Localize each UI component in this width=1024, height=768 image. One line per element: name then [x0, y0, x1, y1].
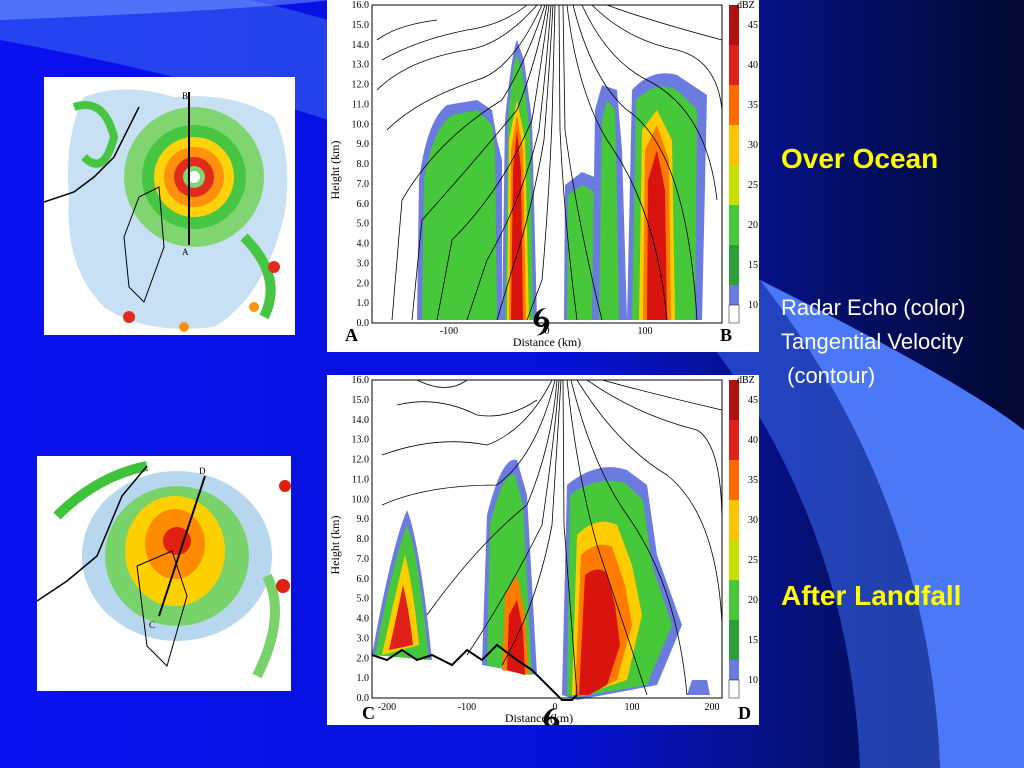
x-tick-bottom-2: 0 [553, 702, 558, 713]
y-tick-bottom-7: 9.0 [357, 514, 370, 525]
colorbar-bottom [728, 380, 740, 699]
map-marker-d: D [199, 466, 206, 476]
x-axis-title-bottom: Distance (km) [505, 711, 573, 725]
y-tick-top-13: 3.0 [357, 258, 370, 269]
y-tick-bottom-15: 1.0 [357, 673, 370, 684]
y-tick-top-1: 15.0 [352, 20, 370, 31]
y-tick-top-8: 8.0 [357, 159, 370, 170]
y-tick-top-0: 16.0 [352, 0, 370, 11]
y-ticks-top: 16.0 15.0 14.0 13.0 12.0 11.0 10.0 9.0 8.0 7.0 6.0… [352, 0, 370, 329]
y-tick-top-5: 11.0 [352, 99, 369, 110]
after-landfall-heading: After Landfall [781, 580, 962, 611]
colorbar-tick-bottom-5: 20 [748, 595, 758, 606]
section-endpoint-a: A [345, 325, 358, 345]
y-tick-top-14: 2.0 [357, 278, 370, 289]
map-marker-c: C [149, 620, 155, 630]
radar-map-image-top: B A [44, 77, 295, 335]
y-tick-bottom-5: 11.0 [352, 474, 369, 485]
y-tick-bottom-9: 7.0 [357, 554, 370, 565]
y-tick-bottom-0: 16.0 [352, 375, 370, 386]
section-endpoint-b: B [720, 325, 733, 345]
y-tick-bottom-3: 13.0 [352, 435, 370, 446]
terrain-line [371, 643, 578, 701]
colorbar-tick-top-1: 40 [748, 60, 758, 71]
section-endpoint-d: D [738, 703, 751, 723]
y-tick-top-11: 5.0 [357, 219, 370, 230]
y-tick-bottom-4: 12.0 [352, 455, 370, 466]
typhoon-symbol-bottom: 🌀︎ [542, 699, 561, 725]
radar-map-image-bottom: D C [37, 456, 291, 691]
colorbar-tick-top-7: 10 [748, 300, 758, 311]
colorbar-title-top: dBZ [737, 0, 755, 11]
x-tick-top-2: 100 [638, 326, 653, 337]
typhoon-symbol-top: 🌀︎ [532, 299, 551, 345]
y-tick-bottom-1: 15.0 [352, 395, 370, 406]
colorbar-tick-top-0: 45 [748, 20, 758, 31]
colorbar-tick-top-6: 15 [748, 260, 758, 271]
x-axis-title-top: Distance (km) [513, 335, 581, 349]
y-tick-bottom-11: 5.0 [357, 594, 370, 605]
y-tick-top-3: 13.0 [352, 60, 370, 71]
y-tick-bottom-16: 0.0 [357, 693, 370, 704]
map-after-landfall: D C [37, 456, 291, 691]
y-tick-bottom-10: 6.0 [357, 574, 370, 585]
cross-section-bottom-plot: 16.0 15.0 14.0 13.0 12.0 11.0 10.0 9.0 8.0 7.0 6.0… [328, 375, 758, 745]
x-tick-top-0: -100 [440, 326, 458, 337]
y-ticks-bottom: 16.0 15.0 14.0 13.0 12.0 11.0 10.0 9.0 8.0 7.0 6.0… [352, 375, 370, 704]
cross-section-top: 16.0 15.0 14.0 13.0 12.0 11.0 10.0 9.0 8.0 7.0 6.0… [327, 0, 759, 352]
y-tick-bottom-14: 2.0 [357, 653, 370, 664]
legend-radar-echo: Radar Echo (color) [781, 295, 966, 320]
y-tick-top-15: 1.0 [357, 298, 370, 309]
colorbar-tick-bottom-3: 30 [748, 515, 758, 526]
legend-contour: (contour) [781, 363, 876, 388]
colorbar-tick-top-3: 30 [748, 140, 758, 151]
y-tick-top-7: 9.0 [357, 139, 370, 150]
y-tick-top-12: 4.0 [357, 239, 370, 250]
colorbar-tick-top-5: 20 [748, 220, 758, 231]
over-ocean-heading: Over Ocean [781, 143, 939, 174]
y-tick-bottom-8: 8.0 [357, 534, 370, 545]
y-tick-bottom-12: 4.0 [357, 614, 370, 625]
radar-echo-fill-bottom [372, 459, 710, 700]
tangential-velocity-contours-bottom [381, 379, 723, 696]
map-over-ocean: B A [44, 77, 295, 335]
colorbar-tick-top-2: 35 [748, 100, 758, 111]
cross-section-top-plot: 16.0 15.0 14.0 13.0 12.0 11.0 10.0 9.0 8.0 7.0 6.0… [328, 0, 758, 349]
y-tick-bottom-13: 3.0 [357, 633, 370, 644]
y-tick-top-10: 6.0 [357, 199, 370, 210]
legend-tangential-velocity: Tangential Velocity [781, 329, 964, 354]
x-tick-bottom-4: 200 [705, 702, 720, 713]
colorbar-tick-bottom-6: 15 [748, 635, 758, 646]
colorbar-top [728, 5, 740, 324]
colorbar-tick-bottom-2: 35 [748, 475, 758, 486]
x-tick-bottom-1: -100 [458, 702, 476, 713]
y-tick-top-6: 10.0 [352, 119, 370, 130]
radar-echo-fill-top [417, 40, 707, 321]
map-marker-a: A [182, 247, 189, 257]
section-endpoint-c: C [362, 703, 375, 723]
map-marker-b: B [182, 91, 188, 101]
y-tick-top-9: 7.0 [357, 179, 370, 190]
cross-section-bottom: 16.0 15.0 14.0 13.0 12.0 11.0 10.0 9.0 8.0 7.0 6.0… [327, 375, 759, 745]
y-tick-top-2: 14.0 [352, 40, 370, 51]
y-tick-top-4: 12.0 [352, 80, 370, 91]
y-axis-title-top: Height (km) [328, 141, 342, 200]
colorbar-tick-bottom-7: 10 [748, 675, 758, 686]
y-axis-title-bottom: Height (km) [328, 516, 342, 575]
colorbar-tick-top-4: 25 [748, 180, 758, 191]
colorbar-tick-bottom-0: 45 [748, 395, 758, 406]
x-tick-bottom-3: 100 [625, 702, 640, 713]
colorbar-tick-bottom-1: 40 [748, 435, 758, 446]
y-tick-bottom-2: 14.0 [352, 415, 370, 426]
colorbar-tick-bottom-4: 25 [748, 555, 758, 566]
y-tick-top-16: 0.0 [357, 318, 370, 329]
tangential-velocity-contours-top [376, 4, 723, 321]
x-tick-bottom-0: -200 [378, 702, 396, 713]
x-tick-top-1: 0 [545, 326, 550, 337]
colorbar-title-bottom: dBZ [737, 375, 755, 386]
y-tick-bottom-6: 10.0 [352, 494, 370, 505]
